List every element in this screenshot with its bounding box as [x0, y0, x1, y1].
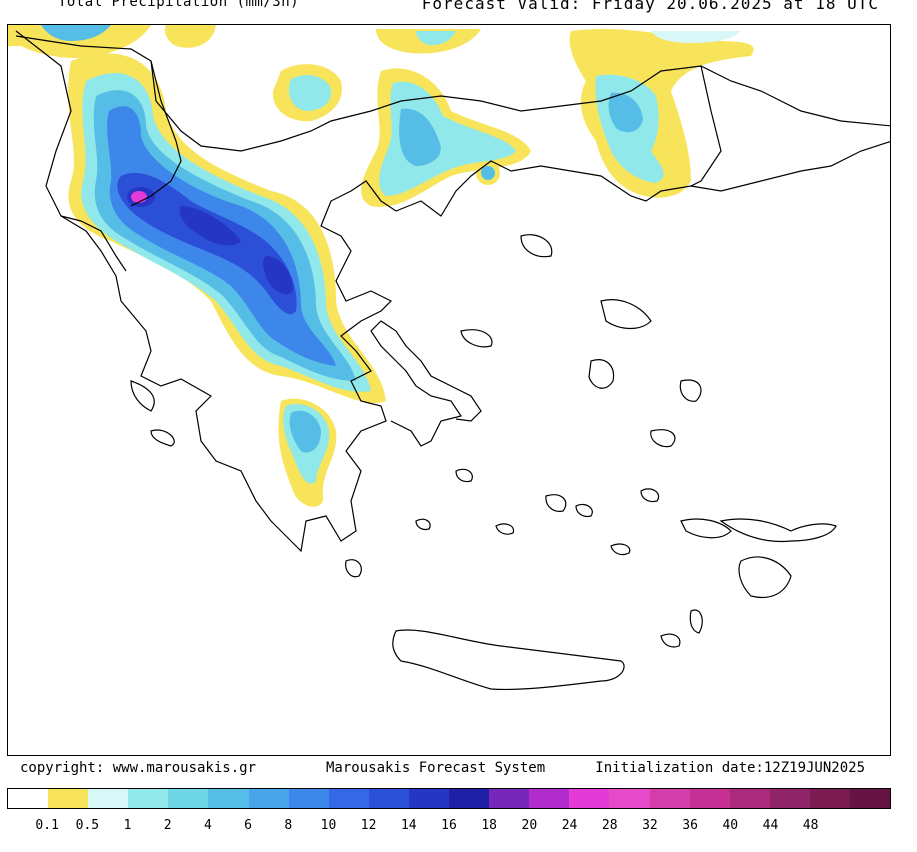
legend-swatch — [368, 789, 409, 808]
legend-tick-label: 16 — [441, 818, 457, 833]
legend-swatch — [408, 789, 450, 808]
color-legend — [7, 788, 891, 809]
legend-tick-label: 2 — [163, 818, 172, 833]
legend-swatch — [88, 789, 129, 808]
legend-swatch — [649, 789, 690, 808]
legend-tick-label: 8 — [284, 818, 293, 833]
legend-swatch — [128, 789, 169, 808]
legend-swatch — [529, 789, 570, 808]
legend-swatch — [288, 789, 329, 808]
legend-tick-label: 44 — [762, 818, 779, 833]
legend-swatch — [48, 789, 89, 808]
legend-labels: 0.1 0.5 1 2 4 6 8 10 12 14 16 18 20 24 28 32 36 40 44 48 — [0, 818, 917, 838]
legend-tick-label: 40 — [722, 818, 739, 833]
precip-field-bulgaria-thrace — [569, 29, 754, 198]
legend-swatch — [729, 789, 770, 808]
legend-tick-label: 0.1 — [35, 818, 59, 833]
legend-swatch — [689, 789, 730, 808]
precipitation-map — [7, 24, 891, 756]
legend-tick-label: 0.5 — [75, 818, 100, 833]
precip-field-top-left — [8, 25, 216, 58]
copyright-text: copyright: www.marousakis.gr — [20, 760, 257, 776]
legend-swatch — [489, 789, 530, 808]
precip-field-peloponnese — [278, 398, 337, 507]
legend-swatch — [208, 789, 249, 808]
legend-tick-label: 28 — [601, 818, 618, 833]
chart-title: Total Precipitation (mm/3h) — [58, 0, 300, 10]
legend-tick-label: 36 — [682, 818, 698, 833]
initialization-date: Initialization date:12Z19JUN2025 — [595, 760, 865, 776]
legend-tick-label: 32 — [642, 818, 658, 833]
legend-swatch — [569, 789, 610, 808]
forecast-valid-time: Forecast Valid: Friday 20.06.2025 at 18 … — [421, 0, 879, 13]
system-name: Marousakis Forecast System — [326, 760, 546, 776]
legend-swatch — [248, 789, 289, 808]
legend-swatch — [769, 789, 810, 808]
legend-tick-label: 14 — [400, 818, 417, 833]
legend-tick-label: 12 — [360, 818, 377, 833]
legend-tick-label: 1 — [123, 818, 132, 833]
legend-swatch — [8, 789, 49, 808]
map-canvas — [8, 25, 890, 691]
legend-tick-label: 20 — [521, 818, 538, 833]
precip-field-north-epirus — [68, 53, 386, 404]
legend-swatch — [809, 789, 850, 808]
legend-tick-label: 6 — [244, 818, 252, 833]
legend-swatch — [168, 789, 209, 808]
legend-swatch — [609, 789, 650, 808]
legend-tick-label: 10 — [320, 818, 337, 833]
legend-tick-label: 48 — [802, 818, 819, 833]
legend-swatch — [449, 789, 490, 808]
precip-field-macedonia — [272, 29, 531, 207]
legend-tick-label: 18 — [481, 818, 497, 833]
legend-swatch — [328, 789, 369, 808]
legend-swatch — [849, 789, 891, 808]
legend-tick-label: 4 — [203, 818, 212, 833]
coastlines — [15, 30, 890, 691]
legend-tick-label: 24 — [561, 818, 578, 833]
